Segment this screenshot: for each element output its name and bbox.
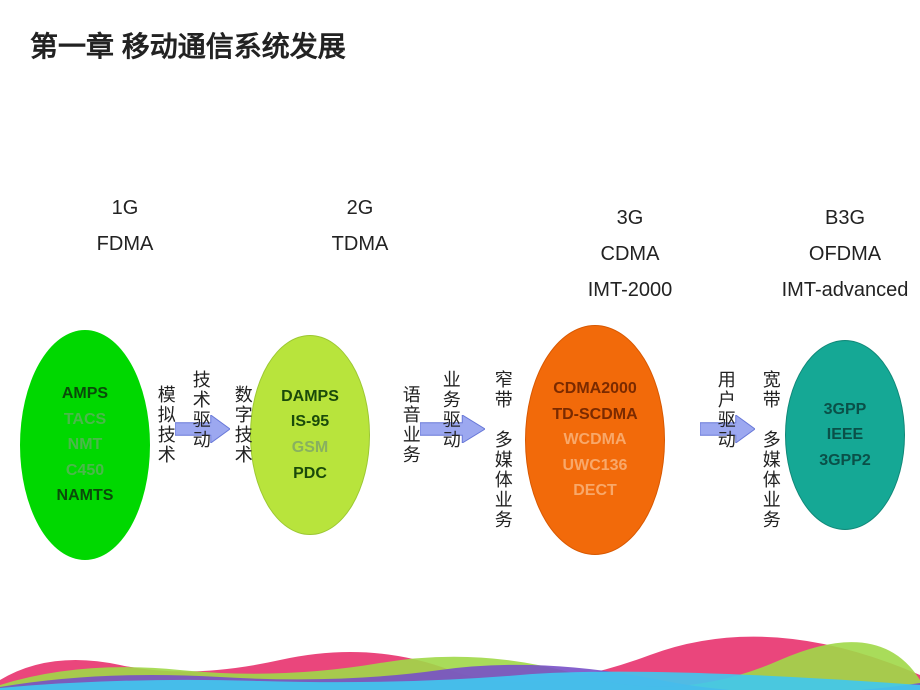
column-header-line: 2G	[285, 190, 435, 226]
column-header-line: OFDMA	[770, 236, 920, 272]
vertical-label-v3: 数字技术	[232, 385, 252, 465]
generation-ellipse-e1: AMPSTACSNMTC450NAMTS	[20, 330, 150, 560]
column-header-line: FDMA	[50, 226, 200, 262]
column-header-line: CDMA	[555, 236, 705, 272]
column-header-b3g: B3GOFDMAIMT-advanced	[770, 200, 920, 308]
vertical-label-v8a: 宽带	[760, 370, 780, 410]
column-header-line: TDMA	[285, 226, 435, 262]
column-header-line: 1G	[50, 190, 200, 226]
tech-item: DECT	[573, 478, 617, 504]
bottom-decoration	[0, 635, 920, 690]
tech-item: TACS	[64, 407, 106, 433]
generation-ellipse-e4: 3GPPIEEE3GPP2	[785, 340, 905, 530]
tech-item: NAMTS	[57, 483, 114, 509]
tech-item: IEEE	[827, 422, 863, 448]
tech-item: GSM	[292, 435, 328, 461]
column-header-3g: 3GCDMAIMT-2000	[555, 200, 705, 308]
column-header-1g: 1GFDMA	[50, 190, 200, 262]
tech-item: 3GPP2	[819, 448, 871, 474]
column-header-2g: 2GTDMA	[285, 190, 435, 262]
generation-ellipse-e3: CDMA2000TD-SCDMAWCDMAUWC136DECT	[525, 325, 665, 555]
tech-item: WCDMA	[563, 427, 626, 453]
vertical-label-v2: 技术驱动	[190, 370, 210, 450]
vertical-label-v7: 用户驱动	[715, 370, 735, 450]
column-header-line: B3G	[770, 200, 920, 236]
tech-item: IS-95	[291, 409, 329, 435]
tech-item: PDC	[293, 461, 327, 487]
column-header-line: IMT-advanced	[770, 272, 920, 308]
tech-item: DAMPS	[281, 384, 339, 410]
vertical-label-v6b: 多媒体业务	[492, 430, 512, 530]
vertical-label-v8b: 多媒体业务	[760, 430, 780, 530]
vertical-label-v4: 语音业务	[400, 385, 420, 465]
tech-item: C450	[66, 458, 104, 484]
vertical-label-v5: 业务驱动	[440, 370, 460, 450]
tech-item: NMT	[68, 432, 103, 458]
tech-item: UWC136	[563, 453, 628, 479]
tech-item: 3GPP	[824, 397, 867, 423]
column-header-line: IMT-2000	[555, 272, 705, 308]
tech-item: CDMA2000	[553, 376, 637, 402]
generation-ellipse-e2: DAMPSIS-95GSMPDC	[250, 335, 370, 535]
tech-item: TD-SCDMA	[552, 402, 637, 428]
vertical-label-v1: 模拟技术	[155, 385, 175, 465]
vertical-label-v6a: 窄带	[492, 370, 512, 410]
tech-item: AMPS	[62, 381, 108, 407]
page-title: 第一章 移动通信系统发展	[30, 25, 346, 65]
column-header-line: 3G	[555, 200, 705, 236]
